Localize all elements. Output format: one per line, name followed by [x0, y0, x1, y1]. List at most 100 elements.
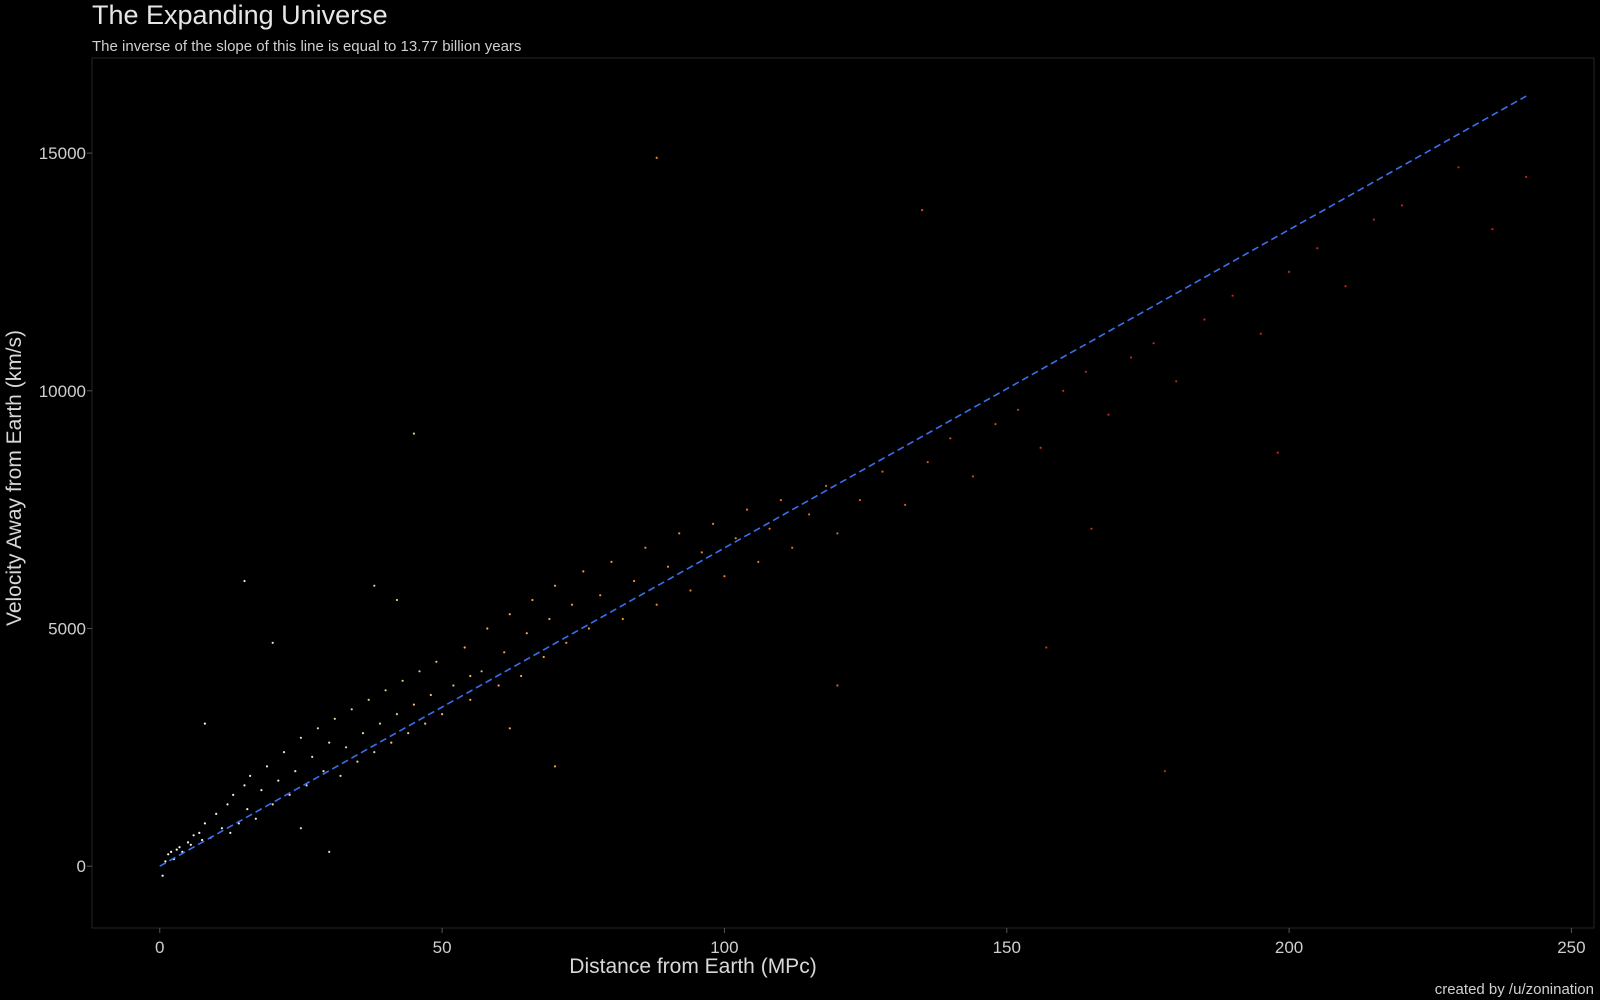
data-point	[339, 774, 342, 778]
data-point	[356, 760, 359, 763]
data-point	[926, 461, 929, 464]
data-point	[994, 423, 997, 426]
data-point	[271, 641, 274, 644]
data-point	[570, 603, 574, 606]
data-point	[429, 693, 432, 697]
data-point	[220, 827, 223, 830]
data-point	[299, 736, 302, 739]
x-tick-label: 0	[155, 938, 164, 957]
x-axis-ticks: 0 50 100 150 200 250	[155, 928, 1586, 957]
data-point	[469, 698, 472, 701]
data-point	[1039, 446, 1042, 449]
data-point	[971, 475, 975, 478]
data-point	[316, 727, 319, 730]
plot-panel	[91, 57, 1595, 929]
data-point	[412, 703, 415, 706]
data-point	[1457, 166, 1460, 169]
data-point	[401, 679, 404, 682]
data-point	[553, 584, 557, 587]
data-point	[734, 537, 737, 540]
x-tick-label: 150	[993, 938, 1021, 957]
data-point	[779, 499, 783, 502]
data-point	[249, 774, 252, 778]
data-point	[373, 584, 376, 587]
data-point	[1344, 285, 1347, 288]
data-point	[1231, 294, 1234, 297]
data-point	[508, 727, 511, 730]
x-tick-label: 50	[433, 938, 452, 957]
data-point	[1491, 228, 1494, 231]
data-point	[161, 874, 164, 877]
y-tick-label: 15000	[39, 144, 86, 163]
data-point	[621, 617, 624, 621]
data-point	[503, 651, 506, 654]
fit-line	[159, 95, 1527, 867]
data-point	[215, 812, 218, 816]
data-point	[424, 722, 427, 725]
data-point	[480, 670, 483, 673]
y-tick-label: 10000	[39, 382, 86, 401]
data-point	[582, 570, 585, 573]
data-point	[203, 722, 206, 725]
data-point	[508, 613, 511, 616]
data-point	[825, 484, 828, 487]
x-tick-label: 250	[1557, 938, 1585, 957]
data-point	[1316, 247, 1319, 250]
data-point	[757, 560, 760, 564]
data-point	[553, 765, 557, 768]
x-tick-label: 200	[1275, 938, 1303, 957]
data-point	[1259, 332, 1262, 335]
data-point	[689, 589, 692, 592]
data-point	[858, 499, 862, 502]
data-point	[587, 627, 591, 630]
data-point	[412, 432, 415, 435]
data-point	[1372, 218, 1375, 221]
data-point	[170, 850, 173, 854]
data-point	[322, 770, 325, 773]
data-point	[243, 579, 246, 583]
data-point	[198, 831, 201, 835]
data-point	[345, 746, 348, 749]
data-point	[666, 565, 670, 568]
data-point	[1525, 175, 1528, 178]
data-point	[167, 853, 170, 856]
data-point	[949, 437, 952, 440]
data-point	[164, 860, 167, 863]
data-point	[531, 598, 534, 602]
data-point	[463, 646, 466, 649]
data-point	[311, 755, 314, 759]
data-point	[678, 532, 681, 535]
data-point	[390, 741, 393, 744]
data-point	[610, 560, 613, 564]
data-point	[361, 732, 365, 735]
chart-caption: created by /u/zonination	[1434, 981, 1594, 998]
data-point	[299, 827, 302, 830]
data-point	[1152, 342, 1155, 345]
x-axis-title: Distance from Earth (MPc)	[569, 955, 816, 978]
data-point	[186, 841, 190, 844]
y-axis-ticks: 0 5000 10000 15000	[39, 144, 92, 876]
data-point	[712, 522, 715, 526]
data-point	[1288, 270, 1291, 273]
data-point	[1107, 413, 1110, 416]
data-point	[229, 831, 232, 835]
data-point	[1062, 389, 1065, 392]
data-point	[294, 770, 297, 773]
data-point	[367, 698, 370, 701]
data-point	[175, 848, 178, 851]
data-point	[373, 751, 376, 754]
data-point	[1016, 408, 1020, 411]
data-point	[1203, 318, 1206, 321]
data-point	[1045, 646, 1048, 649]
data-point	[486, 627, 489, 630]
data-point	[441, 713, 444, 716]
data-point	[435, 660, 438, 663]
data-point	[246, 808, 249, 811]
data-point	[271, 803, 274, 806]
data-point	[723, 575, 726, 578]
data-point	[260, 789, 263, 792]
data-point	[277, 779, 280, 782]
data-point	[452, 684, 455, 687]
data-point	[192, 834, 195, 837]
